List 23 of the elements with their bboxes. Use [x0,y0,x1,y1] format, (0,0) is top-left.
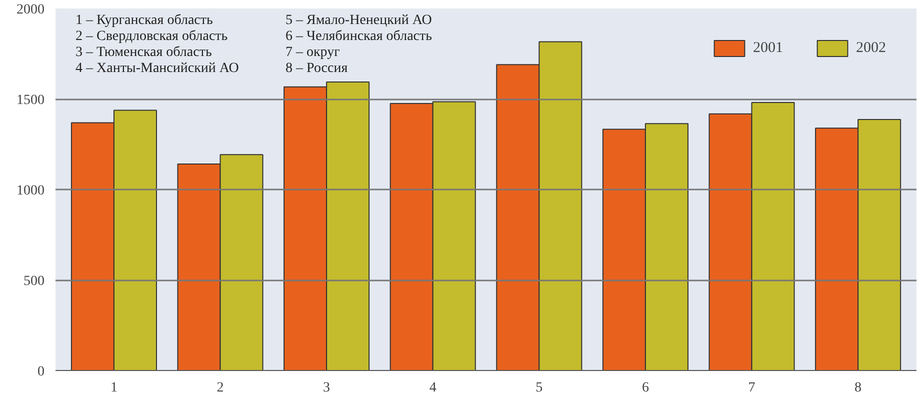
x-tick-label: 8 [854,380,862,396]
x-tick-label: 3 [323,380,330,396]
x-tick-label: 6 [642,380,649,396]
x-tick-label: 7 [748,380,756,396]
y-tick-label: 1000 [16,184,44,198]
x-tick-label: 5 [536,380,543,396]
y-tick-label: 2000 [16,2,44,18]
x-tick-label: 2 [216,380,224,396]
annotation: 1 – Курганская область [76,13,213,28]
annotation: 8 – Россия [286,61,348,76]
annotation: 5 – Ямало-Ненецкий АО [286,13,432,28]
annotation: 6 – Челябинская область [286,29,432,44]
legend-label: 2002 [856,40,886,56]
annotation: 2 – Свердловская область [76,29,228,44]
legend-label: 2001 [753,40,783,56]
y-tick-label: 0 [38,364,44,380]
x-tick-label: 4 [429,380,436,396]
y-tick-label: 1500 [16,93,44,108]
x-tick-label: 1 [110,380,118,396]
annotation: 3 – Тюменская область [76,45,212,60]
y-tick-label: 500 [24,274,44,289]
annotation: 4 – Ханты-Мансийский АО [76,61,239,76]
annotation: 7 – округ [286,45,340,60]
